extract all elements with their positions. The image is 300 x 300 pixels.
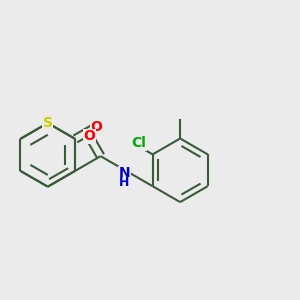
Text: O: O <box>90 120 102 134</box>
Text: O: O <box>83 130 95 143</box>
Text: S: S <box>43 116 53 130</box>
Text: H: H <box>119 176 130 189</box>
Text: Cl: Cl <box>131 136 146 150</box>
Text: N: N <box>119 166 130 180</box>
